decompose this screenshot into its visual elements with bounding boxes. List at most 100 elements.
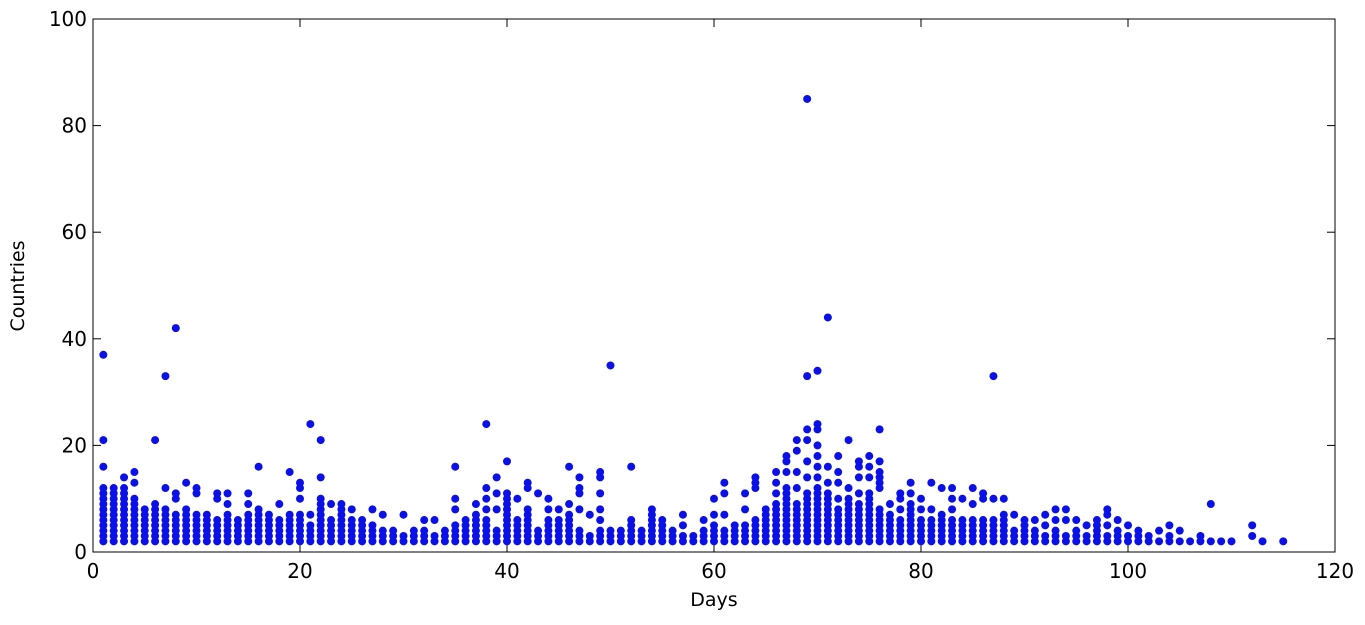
point [803, 94, 812, 103]
point [596, 505, 605, 514]
point [772, 478, 781, 487]
point [813, 452, 822, 461]
point [130, 468, 139, 477]
point [813, 441, 822, 450]
point [823, 462, 832, 471]
point [565, 462, 574, 471]
point [264, 510, 273, 519]
point [285, 468, 294, 477]
point [1186, 537, 1195, 546]
x-tick-label: 80 [908, 559, 933, 583]
x-tick-label: 60 [701, 559, 726, 583]
point [451, 462, 460, 471]
y-tick-label: 100 [49, 7, 87, 31]
point [471, 500, 480, 509]
point [1175, 526, 1184, 535]
point [575, 473, 584, 482]
point [306, 521, 315, 530]
point [99, 350, 108, 359]
point [1175, 537, 1184, 546]
point [492, 526, 501, 535]
point [1155, 526, 1164, 535]
point [720, 510, 729, 519]
point [99, 484, 108, 493]
point [389, 526, 398, 535]
point [813, 484, 822, 493]
point [316, 473, 325, 482]
point [182, 505, 191, 514]
point [823, 478, 832, 487]
point [689, 532, 698, 541]
point [544, 505, 553, 514]
point [678, 510, 687, 519]
point [1061, 516, 1070, 525]
point [844, 494, 853, 503]
point [440, 526, 449, 535]
point [585, 510, 594, 519]
point [1051, 505, 1060, 514]
point [637, 526, 646, 535]
point [792, 446, 801, 455]
point [1248, 521, 1257, 530]
point [720, 489, 729, 498]
y-tick-label: 20 [62, 433, 87, 457]
point [109, 484, 118, 493]
point [1165, 532, 1174, 541]
point [1217, 537, 1226, 546]
point [575, 505, 584, 514]
point [544, 494, 553, 503]
point [161, 505, 170, 514]
point [296, 478, 304, 487]
point [1227, 537, 1236, 546]
point [948, 494, 957, 503]
point [523, 478, 532, 487]
point [885, 510, 894, 519]
point [606, 361, 615, 370]
point [1030, 526, 1039, 535]
point [213, 516, 222, 525]
point [678, 521, 687, 530]
point [699, 516, 708, 525]
point [968, 484, 977, 493]
y-tick-label: 0 [74, 540, 87, 564]
point [772, 468, 781, 477]
point [306, 510, 315, 519]
point [782, 484, 791, 493]
point [979, 489, 988, 498]
point [823, 489, 832, 498]
point [803, 372, 812, 381]
point [420, 526, 429, 535]
point [834, 505, 843, 514]
point [378, 526, 387, 535]
point [989, 516, 998, 525]
point [896, 505, 905, 514]
point [896, 516, 905, 525]
point [554, 505, 563, 514]
point [337, 500, 346, 509]
point [130, 494, 139, 503]
point [958, 494, 967, 503]
point [1165, 521, 1174, 530]
point [803, 436, 812, 445]
point [741, 489, 750, 498]
point [492, 489, 501, 498]
point [751, 473, 760, 482]
point [782, 452, 791, 461]
point [358, 516, 367, 525]
point [813, 366, 822, 375]
point [347, 505, 356, 514]
point [741, 505, 750, 514]
point [720, 478, 729, 487]
point [885, 500, 894, 509]
point [865, 473, 874, 482]
point [327, 500, 336, 509]
point [813, 473, 822, 482]
point [182, 478, 191, 487]
point [668, 526, 677, 535]
point [1020, 516, 1029, 525]
plot-frame [92, 18, 1336, 553]
point [979, 516, 988, 525]
point [513, 494, 522, 503]
point [482, 494, 491, 503]
point [958, 516, 967, 525]
